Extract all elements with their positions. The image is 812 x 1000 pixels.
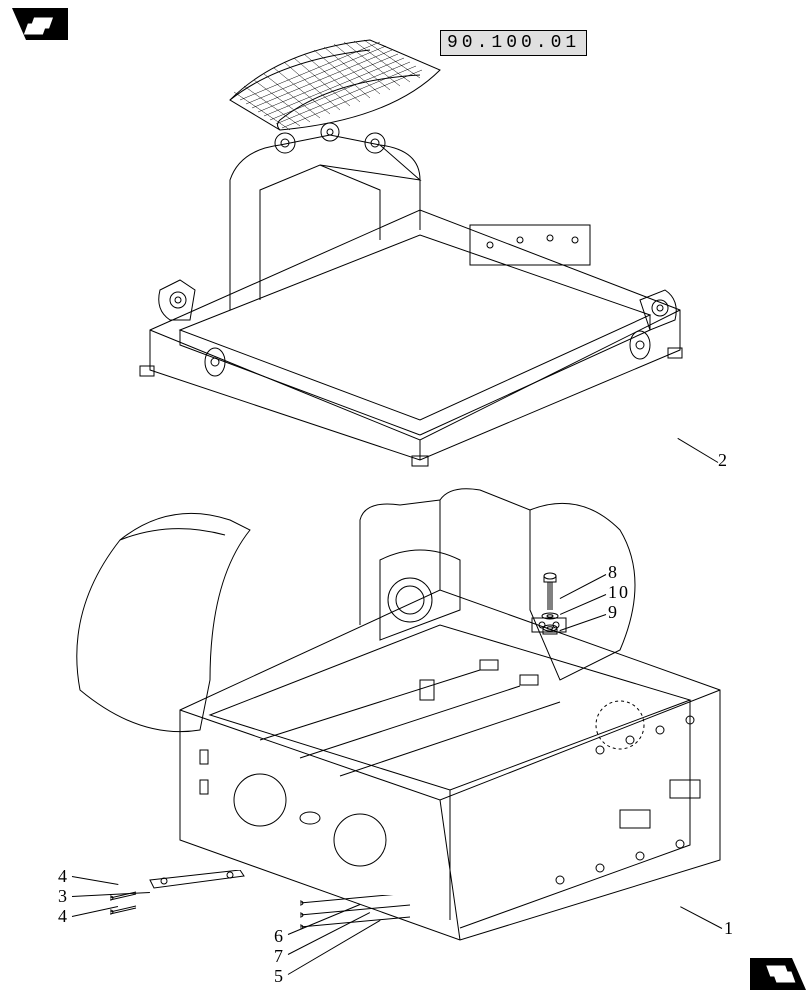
callout-6: 6 xyxy=(274,926,285,947)
callout-8: 8 xyxy=(608,562,619,583)
prev-page-icon[interactable] xyxy=(12,8,68,40)
drawing-upper-frame xyxy=(120,110,710,470)
callout-4: 4 xyxy=(58,906,69,927)
drawing-long-bolts xyxy=(300,895,420,935)
callout-5: 5 xyxy=(274,966,285,987)
callout-2: 2 xyxy=(718,450,729,471)
next-page-icon[interactable] xyxy=(750,958,806,990)
callout-7: 7 xyxy=(274,946,285,967)
drawing-fastener-stack xyxy=(540,570,560,640)
callout-10: 10 xyxy=(608,582,630,603)
callout-4: 4 xyxy=(58,866,69,887)
page-root: 90.100.01 xyxy=(0,0,812,1000)
reference-code-box: 90.100.01 xyxy=(440,30,587,56)
callout-1: 1 xyxy=(724,918,735,939)
callout-3: 3 xyxy=(58,886,69,907)
drawing-tie-bar xyxy=(110,870,250,920)
callout-9: 9 xyxy=(608,602,619,623)
